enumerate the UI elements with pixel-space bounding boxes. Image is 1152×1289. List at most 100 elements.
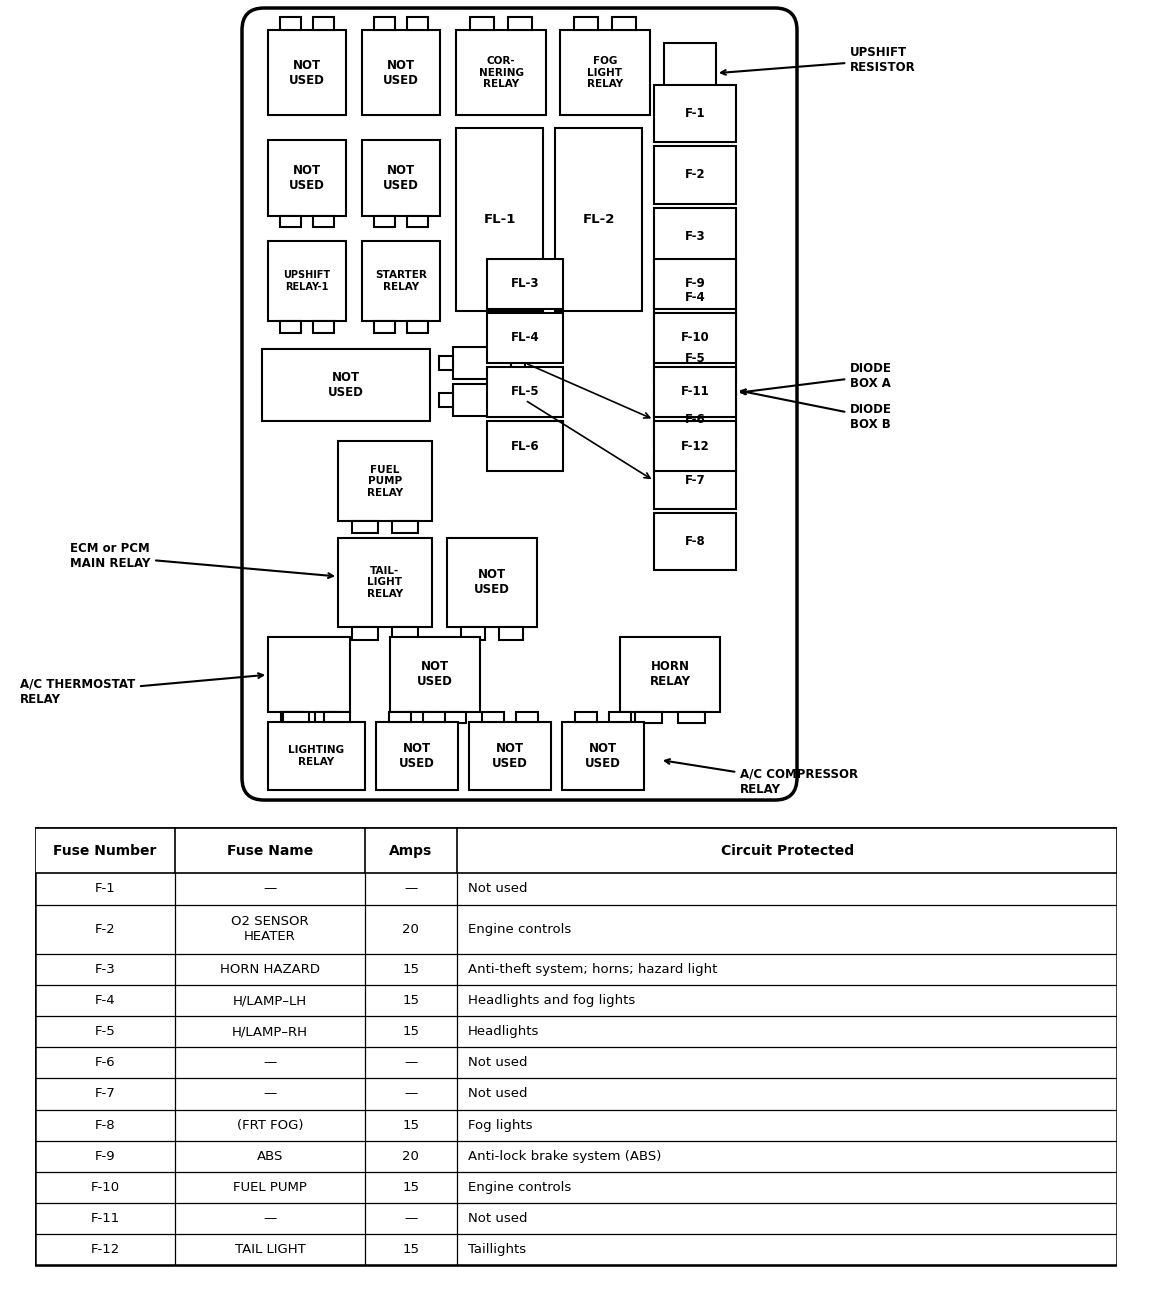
Text: LIGHTING
RELAY: LIGHTING RELAY	[288, 745, 344, 767]
Text: NOT
USED: NOT USED	[399, 742, 435, 770]
Bar	[499, 626, 523, 639]
Bar	[456, 129, 543, 311]
Bar	[654, 147, 736, 204]
Bar	[362, 141, 440, 215]
Bar	[353, 626, 378, 639]
Text: NOT
USED: NOT USED	[384, 59, 419, 86]
Bar	[453, 384, 511, 416]
Text: Taillights: Taillights	[468, 1243, 525, 1255]
Bar	[487, 259, 563, 309]
Bar	[482, 712, 503, 722]
Text: Anti-lock brake system (ABS): Anti-lock brake system (ABS)	[468, 1150, 661, 1163]
Bar	[654, 391, 736, 449]
Text: UPSHIFT
RESISTOR: UPSHIFT RESISTOR	[721, 46, 916, 75]
Text: STARTER
RELAY: STARTER RELAY	[376, 269, 427, 291]
Bar	[280, 321, 301, 333]
Text: F-8: F-8	[684, 535, 705, 548]
Text: TAIL LIGHT: TAIL LIGHT	[235, 1243, 305, 1255]
Bar	[654, 513, 736, 571]
Bar	[423, 712, 446, 722]
Text: 20: 20	[402, 1150, 419, 1163]
Text: A/C THERMOSTAT
RELAY: A/C THERMOSTAT RELAY	[20, 673, 263, 706]
Text: F-10: F-10	[681, 331, 710, 344]
Text: FUEL PUMP: FUEL PUMP	[233, 1181, 308, 1194]
Bar	[447, 539, 537, 626]
Bar	[313, 215, 334, 227]
Bar	[470, 17, 494, 30]
Text: —: —	[264, 883, 276, 896]
Text: F-1: F-1	[684, 107, 705, 120]
Bar	[654, 313, 736, 363]
Bar	[654, 268, 736, 326]
Bar	[313, 321, 334, 333]
Text: F-3: F-3	[94, 963, 115, 976]
Text: 15: 15	[402, 994, 419, 1007]
Bar	[262, 349, 430, 422]
Bar	[654, 330, 736, 387]
Bar	[508, 17, 532, 30]
Bar	[562, 722, 644, 790]
Bar	[268, 141, 346, 215]
Text: —: —	[264, 1088, 276, 1101]
Text: Engine controls: Engine controls	[468, 1181, 571, 1194]
Text: Not used: Not used	[468, 1057, 528, 1070]
Text: 15: 15	[402, 1181, 419, 1194]
Text: F-1: F-1	[94, 883, 115, 896]
Bar	[439, 356, 453, 370]
Bar	[391, 637, 480, 712]
Bar	[654, 85, 736, 142]
Bar	[353, 521, 378, 534]
Text: ECM or PCM
MAIN RELAY: ECM or PCM MAIN RELAY	[70, 543, 333, 577]
Text: 15: 15	[402, 1243, 419, 1255]
Text: HORN HAZARD: HORN HAZARD	[220, 963, 320, 976]
Text: —: —	[404, 1212, 417, 1225]
Bar	[324, 712, 350, 722]
Bar	[407, 215, 429, 227]
Text: F-12: F-12	[681, 440, 710, 452]
Text: FUEL
PUMP
RELAY: FUEL PUMP RELAY	[367, 464, 403, 498]
Text: O2 SENSOR
HEATER: O2 SENSOR HEATER	[232, 915, 309, 944]
Bar	[362, 30, 440, 115]
Text: A/C COMPRESSOR
RELAY: A/C COMPRESSOR RELAY	[665, 759, 858, 797]
Text: F-2: F-2	[94, 923, 115, 936]
Text: NOT
USED: NOT USED	[328, 371, 364, 400]
Bar	[268, 241, 346, 321]
Text: COR-
NERING
RELAY: COR- NERING RELAY	[478, 57, 523, 89]
Text: DIODE
BOX B: DIODE BOX B	[741, 389, 892, 431]
Text: —: —	[404, 883, 417, 896]
Text: Fog lights: Fog lights	[468, 1119, 532, 1132]
Text: NOT
USED: NOT USED	[585, 742, 621, 770]
Text: F-11: F-11	[681, 385, 710, 398]
Text: FL-2: FL-2	[582, 213, 615, 226]
Text: —: —	[264, 1057, 276, 1070]
Text: F-5: F-5	[94, 1025, 115, 1038]
Text: Anti-theft system; horns; hazard light: Anti-theft system; horns; hazard light	[468, 963, 717, 976]
Bar	[469, 722, 551, 790]
Text: —: —	[404, 1088, 417, 1101]
Bar	[511, 356, 525, 370]
Bar	[376, 722, 458, 790]
Text: FL-5: FL-5	[510, 385, 539, 398]
Bar	[280, 17, 301, 30]
Text: F-4: F-4	[684, 291, 705, 304]
Bar	[654, 208, 736, 264]
Bar	[664, 43, 717, 106]
Text: H/LAMP–RH: H/LAMP–RH	[232, 1025, 308, 1038]
Text: F-3: F-3	[684, 229, 705, 242]
Text: NOT
USED: NOT USED	[384, 164, 419, 192]
Text: F-4: F-4	[94, 994, 115, 1007]
Bar	[574, 17, 598, 30]
Bar	[374, 17, 395, 30]
Bar	[654, 452, 736, 509]
Bar	[456, 30, 546, 115]
Bar	[268, 30, 346, 115]
Text: F-6: F-6	[684, 412, 705, 427]
Bar	[453, 347, 511, 379]
Bar	[516, 712, 538, 722]
Bar	[620, 637, 720, 712]
Text: TAIL-
LIGHT
RELAY: TAIL- LIGHT RELAY	[367, 566, 403, 599]
Bar	[636, 712, 662, 723]
Text: Fuse Name: Fuse Name	[227, 843, 313, 857]
Text: —: —	[264, 1212, 276, 1225]
Bar	[268, 722, 365, 790]
